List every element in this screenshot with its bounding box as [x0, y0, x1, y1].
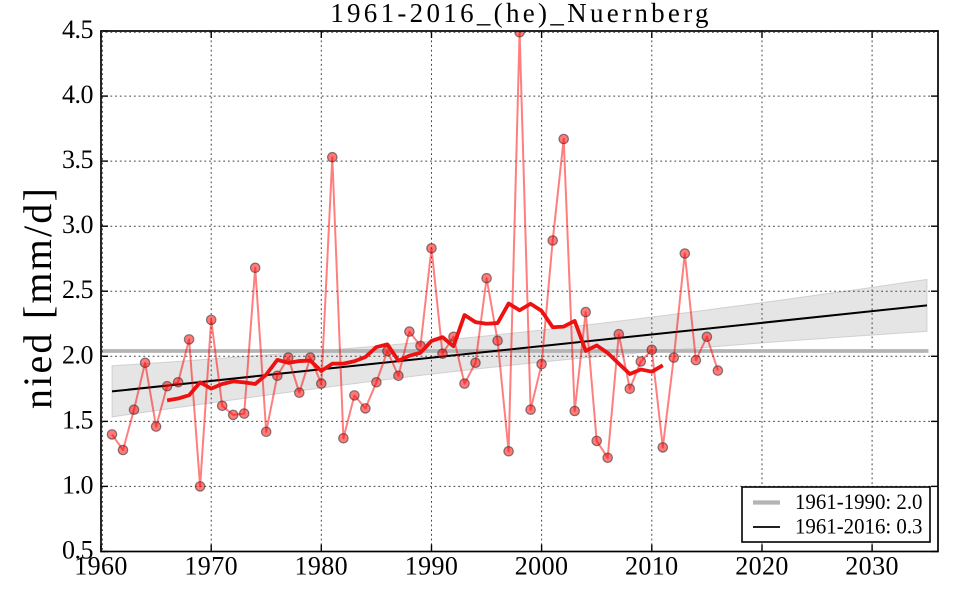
svg-text:2030: 2030	[845, 552, 899, 581]
svg-text:0.5: 0.5	[62, 536, 93, 565]
svg-text:2000: 2000	[515, 552, 569, 581]
svg-text:1961-1990: 2.0: 1961-1990: 2.0	[795, 489, 923, 514]
svg-text:2.0: 2.0	[62, 340, 94, 369]
svg-text:2020: 2020	[735, 552, 789, 581]
svg-text:1970: 1970	[184, 552, 238, 581]
svg-text:3.5: 3.5	[62, 145, 93, 174]
svg-text:1980: 1980	[294, 552, 348, 581]
svg-text:1.0: 1.0	[62, 470, 94, 499]
svg-text:1990: 1990	[405, 552, 459, 581]
svg-text:2010: 2010	[625, 552, 679, 581]
svg-text:1.5: 1.5	[62, 405, 93, 434]
svg-text:1961-2016: 0.3: 1961-2016: 0.3	[795, 514, 923, 539]
svg-text:4.0: 4.0	[62, 80, 94, 109]
svg-text:2.5: 2.5	[62, 275, 93, 304]
svg-text:3.0: 3.0	[62, 210, 94, 239]
svg-text:nied [mm/d]: nied [mm/d]	[15, 186, 60, 409]
svg-text:1960: 1960	[74, 552, 128, 581]
svg-text:1961-2016_(he)_Nuernberg: 1961-2016_(he)_Nuernberg	[330, 0, 712, 28]
svg-text:4.5: 4.5	[62, 15, 93, 44]
